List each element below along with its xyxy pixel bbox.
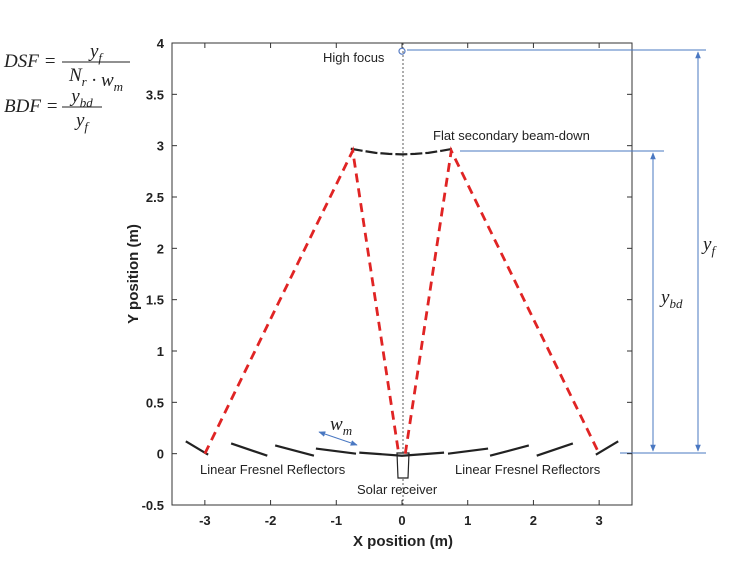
math-symbol: y [88, 41, 99, 62]
math-subscript: m [114, 79, 123, 94]
x-tick-label: 0 [398, 513, 405, 528]
math-text: wm [330, 414, 352, 438]
math-text: ybd [659, 287, 683, 311]
y-tick-label: 1.5 [146, 293, 164, 308]
math-symbol: y [69, 86, 80, 107]
y-tick-label: 0 [157, 447, 164, 462]
annotation: Solar receiver [357, 482, 438, 497]
y-tick-label: 1 [157, 344, 164, 359]
math-symbol: y [74, 110, 85, 131]
reflector [274, 444, 315, 457]
x-axis-label: X position (m) [353, 533, 453, 550]
annotation: Linear Fresnel Reflectors [200, 462, 346, 477]
math-subscript: r [82, 74, 88, 89]
secondary-mirror [350, 147, 454, 156]
y-tick-label: -0.5 [142, 498, 164, 513]
dimension-lines [318, 49, 706, 454]
math-subscript: bd [669, 296, 683, 311]
math-subscript: f [84, 119, 90, 134]
y-tick-label: 2.5 [146, 190, 164, 205]
x-tick-label: -1 [331, 513, 343, 528]
solar-receiver [396, 452, 410, 479]
y-tick-label: 3 [157, 139, 164, 154]
x-tick-label: -2 [265, 513, 277, 528]
y-tick-label: 2 [157, 241, 164, 256]
math-subscript: bd [80, 95, 94, 110]
x-tick-label: 2 [530, 513, 537, 528]
x-tick-label: 3 [596, 513, 603, 528]
math-subscript: f [711, 243, 717, 258]
math-symbol: y [701, 234, 712, 255]
reflector [315, 447, 357, 455]
y-tick-label: 4 [157, 36, 165, 51]
ray [403, 146, 601, 455]
y-tick-label: 3.5 [146, 87, 164, 102]
x-tick-label: 1 [464, 513, 471, 528]
formula-lhs: BDF = [4, 96, 59, 117]
math-text: yf [74, 110, 90, 134]
math-symbol: N [68, 65, 83, 86]
reflector [536, 442, 574, 457]
reflector [489, 444, 530, 457]
reflector [447, 447, 489, 455]
math-text: ybd [69, 86, 93, 110]
y-tick-label: 0.5 [146, 395, 164, 410]
math-text: Nr · wm [68, 65, 123, 94]
math-text: yf [88, 41, 104, 65]
y-axis-label: Y position (m) [125, 224, 142, 324]
reflector [359, 451, 445, 457]
x-tick-label: -3 [199, 513, 211, 528]
math-symbol: y [659, 287, 670, 308]
annotation: Flat secondary beam-down [433, 128, 590, 143]
annotation: High focus [323, 50, 385, 65]
high-focus-point [398, 47, 406, 55]
math-subscript: m [343, 423, 352, 438]
formula-lhs: DSF = [3, 51, 56, 72]
ray [203, 146, 401, 455]
math-text: yf [701, 234, 717, 258]
math-symbol: w [101, 70, 114, 91]
plot-frame [171, 42, 633, 506]
math-subscript: f [98, 50, 104, 65]
reflector [595, 440, 619, 456]
annotation: Linear Fresnel Reflectors [455, 462, 601, 477]
reflector [230, 442, 268, 457]
math-symbol: · [87, 70, 101, 91]
math-symbol: w [330, 414, 343, 435]
